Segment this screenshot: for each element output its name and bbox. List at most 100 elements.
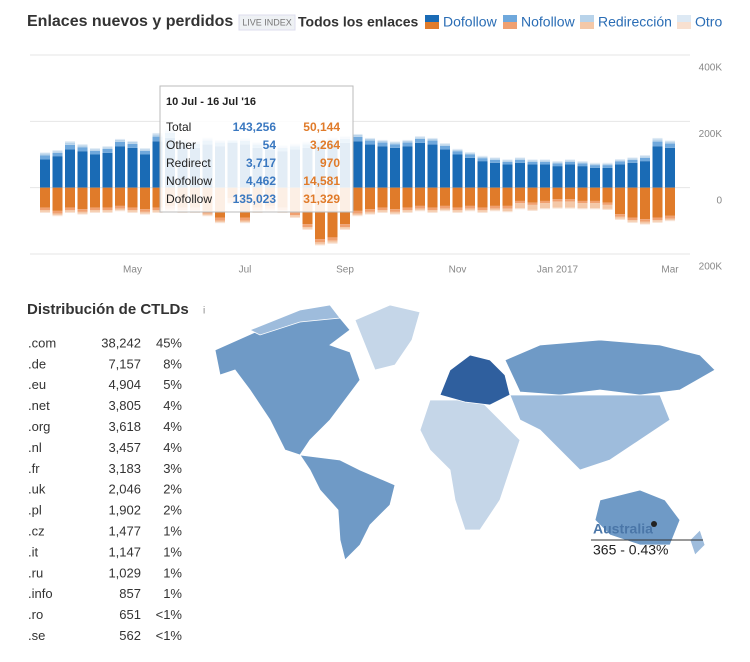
bar-segment-lost — [353, 188, 363, 211]
bar-segment — [40, 154, 50, 156]
tooltip-label: Redirect — [166, 156, 211, 170]
bar-segment-lost — [453, 212, 463, 213]
ctld-count: 651 — [119, 607, 141, 622]
bar-segment — [403, 140, 413, 141]
tooltip-lost: 970 — [320, 156, 340, 170]
bar-segment-lost — [290, 217, 300, 218]
bar-segment-lost — [565, 199, 575, 201]
bar-segment-lost — [53, 215, 63, 216]
bar-segment-lost — [115, 188, 125, 206]
bar-segment — [103, 147, 113, 149]
bar-segment — [390, 143, 400, 145]
bar-segment — [665, 144, 675, 148]
x-tick-label: Nov — [449, 265, 467, 276]
bar-segment — [353, 137, 363, 141]
bar-segment — [590, 168, 600, 188]
bar-segment-lost — [115, 209, 125, 211]
bar-segment-lost — [40, 210, 50, 212]
bar-segment — [515, 163, 525, 188]
bar-segment — [628, 163, 638, 188]
bar-segment-lost — [540, 201, 550, 203]
bar-segment — [128, 148, 138, 188]
bar-segment-lost — [328, 243, 338, 244]
bar-segment-lost — [328, 241, 338, 243]
bar-segment-lost — [128, 210, 138, 212]
bar-segment-lost — [365, 209, 375, 212]
bar-segment-lost — [378, 208, 388, 211]
south-america — [300, 455, 395, 560]
bar-segment — [578, 166, 588, 188]
bar-segment — [540, 164, 550, 187]
bar-segment — [128, 144, 138, 148]
bar-segment — [503, 162, 513, 165]
tooltip-lost: 14,581 — [303, 174, 340, 188]
bar-segment — [528, 164, 538, 187]
bar-segment-lost — [365, 188, 375, 210]
bar-segment — [440, 146, 450, 150]
bar-segment — [503, 159, 513, 160]
ctld-share: 1% — [163, 544, 182, 559]
bar-segment — [428, 145, 438, 188]
tooltip-lost: 3,264 — [310, 138, 340, 152]
bar-segment-lost — [215, 218, 225, 221]
bar-segment — [578, 162, 588, 163]
ctld-name: .se — [28, 628, 45, 643]
bar-segment — [53, 151, 63, 153]
bar-segment — [603, 164, 613, 165]
tooltip-new: 4,462 — [246, 174, 276, 188]
bar-segment — [415, 139, 425, 143]
legend-label: Otro — [695, 14, 722, 30]
bar-segment — [628, 158, 638, 159]
bar-segment — [365, 139, 375, 141]
bar-segment-lost — [615, 217, 625, 219]
bar-segment — [615, 159, 625, 160]
bar-segment — [353, 134, 363, 135]
ctld-name: .pl — [28, 503, 42, 518]
bar-segment — [115, 140, 125, 142]
bar-segment-lost — [665, 220, 675, 221]
bar-segment-lost — [515, 188, 525, 201]
ctld-name: .ru — [28, 565, 43, 580]
ctld-count: 3,618 — [108, 419, 141, 434]
bar-segment — [53, 156, 63, 188]
bar-segment-lost — [653, 188, 663, 218]
ctld-name: .uk — [28, 482, 46, 497]
bar-segment — [540, 160, 550, 161]
tooltip-label: Other — [166, 138, 196, 152]
bar-segment-lost — [578, 188, 588, 201]
bar-segment — [515, 160, 525, 163]
bar-segment — [428, 138, 438, 139]
bar-segment — [115, 139, 125, 140]
bar-segment — [78, 144, 88, 145]
ctld-count: 562 — [119, 628, 141, 643]
bar-segment-lost — [603, 188, 613, 203]
bar-segment — [578, 163, 588, 166]
bar-segment-lost — [403, 208, 413, 211]
bar-segment-lost — [490, 210, 500, 211]
bar-segment-lost — [415, 206, 425, 209]
filter[interactable]: Todos los enlaces — [298, 14, 419, 30]
bar-segment — [653, 139, 663, 141]
bar-segment-lost — [503, 209, 513, 212]
tooltip-new: 54 — [263, 138, 277, 152]
bar-segment — [478, 157, 488, 158]
bar-segment — [453, 150, 463, 151]
bar-segment-lost — [465, 206, 475, 209]
ctld-share: 5% — [163, 377, 182, 392]
bar-segment-lost — [390, 212, 400, 214]
y-tick-label: 0 — [716, 195, 722, 206]
ctld-name: .nl — [28, 440, 42, 455]
bar-segment-lost — [578, 201, 588, 203]
russia — [505, 340, 715, 395]
ctld-count: 38,242 — [101, 335, 141, 350]
bar-segment — [90, 155, 100, 188]
bar-segment — [578, 161, 588, 162]
bar-segment — [590, 165, 600, 168]
legend-swatch — [580, 22, 594, 29]
x-tick-label: Jul — [239, 265, 252, 276]
info-icon[interactable]: i — [203, 306, 205, 317]
bar-segment-lost — [665, 188, 675, 216]
ctld-count: 2,046 — [108, 482, 141, 497]
ctld-count: 7,157 — [108, 356, 141, 371]
